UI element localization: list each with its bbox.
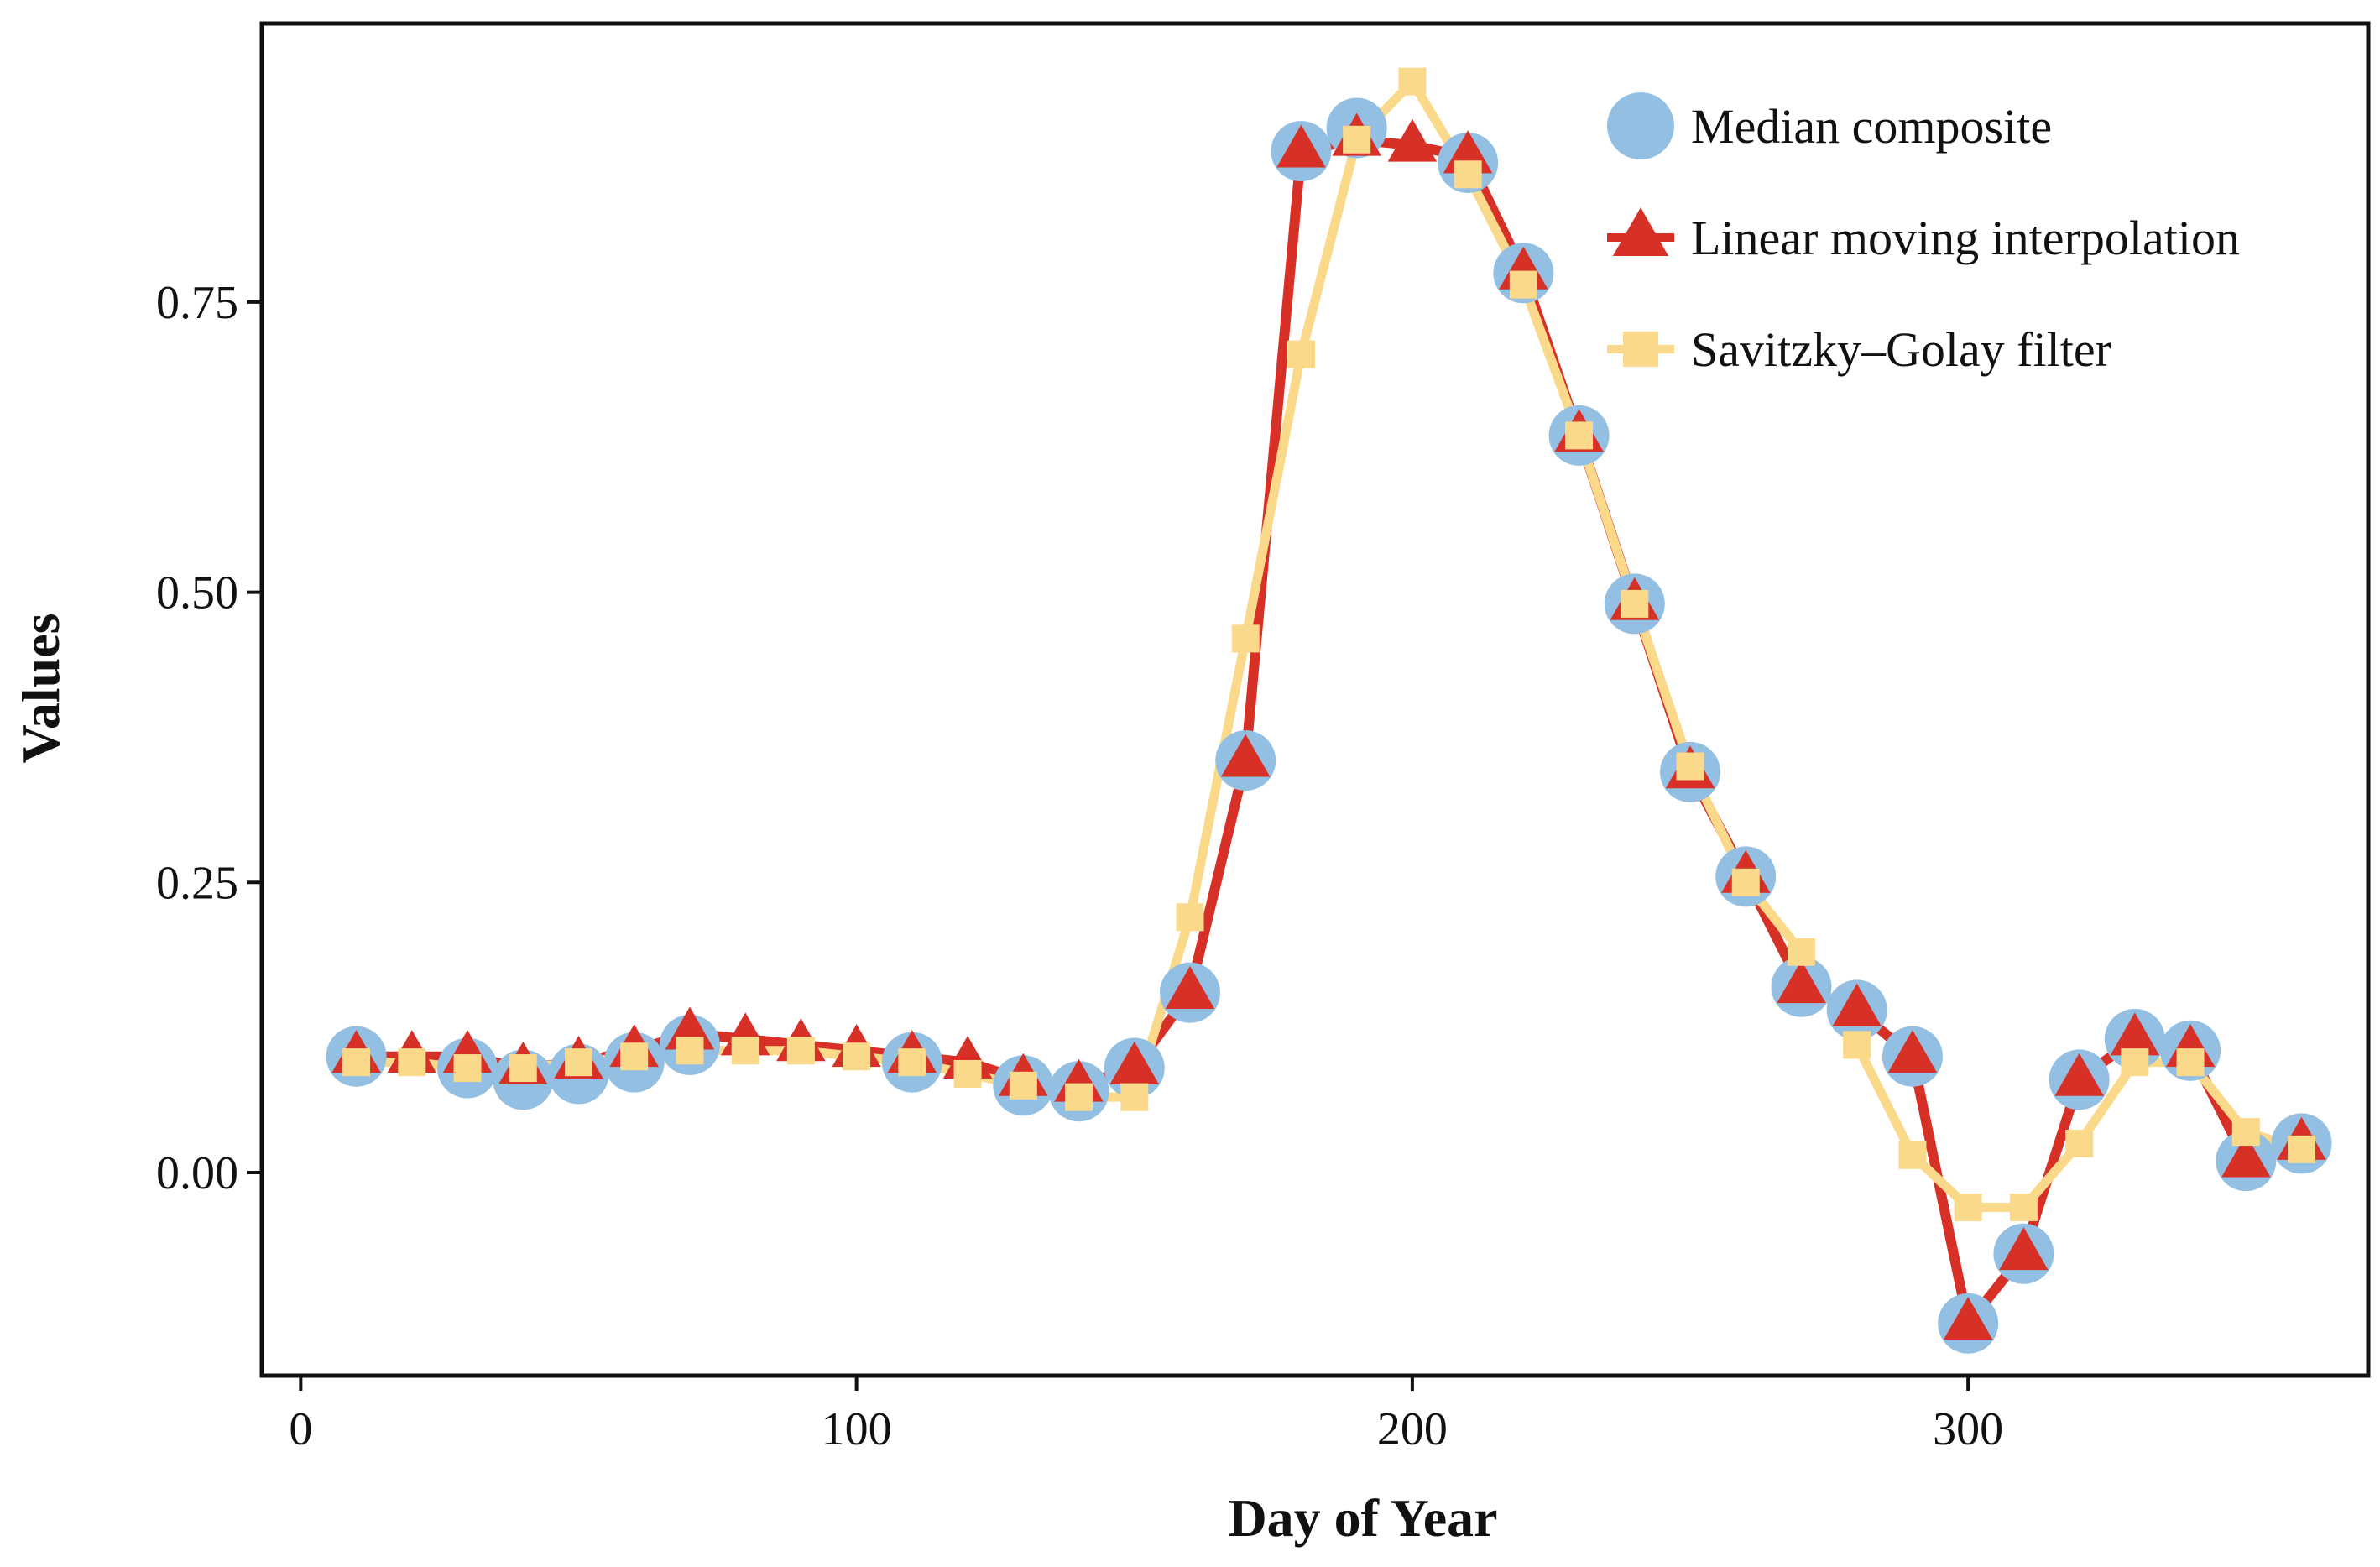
legend-item-triangle: Linear moving interpolation xyxy=(1607,207,2240,265)
plot-frame xyxy=(259,21,2371,1378)
data-point-square xyxy=(2288,1135,2316,1163)
data-point-square xyxy=(1120,1083,1149,1111)
data-point-square xyxy=(843,1042,871,1071)
data-point-triangle xyxy=(1220,734,1271,777)
data-point-triangle xyxy=(1276,124,1326,168)
legend: Median composite Linear moving interpolat… xyxy=(1607,92,2240,377)
data-point-square xyxy=(2009,1193,2038,1221)
x-tick-label: 100 xyxy=(822,1403,892,1455)
x-axis: 0 100 200 300 xyxy=(289,1376,2003,1455)
x-tick-label: 200 xyxy=(1377,1403,1448,1455)
legend-item-circle: Median composite xyxy=(1607,92,2052,159)
data-point-triangle xyxy=(2221,1134,2271,1178)
x-axis-title: Day of Year xyxy=(1228,1488,1497,1548)
data-point-square xyxy=(953,1059,982,1088)
data-point-square xyxy=(1731,868,1760,896)
data-point-square xyxy=(1843,1031,1871,1059)
data-point-square xyxy=(1621,589,1649,618)
data-point-square xyxy=(453,1054,482,1083)
data-point-square xyxy=(1787,938,1815,966)
data-point-square xyxy=(676,1037,704,1065)
data-point-square xyxy=(1287,340,1315,368)
data-point-triangle xyxy=(1832,983,1882,1026)
data-point-square xyxy=(1065,1083,1093,1111)
y-axis-title: Values xyxy=(11,613,70,763)
y-axis: 0.00 0.25 0.50 0.75 xyxy=(156,277,262,1199)
legend-swatch-square xyxy=(1623,332,1658,367)
data-point-square xyxy=(731,1037,759,1065)
data-point-square xyxy=(1343,125,1371,154)
data-point-square xyxy=(1898,1141,1927,1169)
data-point-square xyxy=(509,1054,537,1083)
data-point-square xyxy=(1954,1193,1982,1221)
data-point-square xyxy=(1509,270,1537,299)
data-point-triangle xyxy=(1165,966,1215,1010)
data-point-square xyxy=(1231,624,1260,653)
series-markers xyxy=(326,67,2332,1354)
data-point-triangle xyxy=(1387,118,1438,162)
data-point-square xyxy=(398,1048,426,1077)
data-point-square xyxy=(1176,903,1204,932)
legend-label: Median composite xyxy=(1691,99,2052,154)
data-point-square xyxy=(786,1037,815,1065)
data-point-triangle xyxy=(1999,1227,2049,1271)
legend-swatch-circle xyxy=(1607,92,1674,159)
data-point-square xyxy=(1676,752,1704,781)
legend-swatch-triangle xyxy=(1612,207,1669,256)
y-tick-label: 0.50 xyxy=(156,567,238,619)
data-point-triangle xyxy=(1109,1041,1160,1084)
data-point-square xyxy=(1565,421,1594,450)
x-tick-label: 300 xyxy=(1933,1403,2003,1455)
data-point-square xyxy=(2065,1129,2094,1157)
series-square-points xyxy=(342,67,2316,1221)
legend-label: Linear moving interpolation xyxy=(1691,211,2240,265)
data-point-square xyxy=(2176,1048,2205,1077)
data-point-square xyxy=(1454,160,1482,189)
data-point-square xyxy=(620,1042,649,1071)
data-point-square xyxy=(1009,1071,1037,1100)
data-point-square xyxy=(2121,1048,2149,1077)
legend-item-square: Savitzky–Golay filter xyxy=(1607,322,2111,377)
y-tick-label: 0.00 xyxy=(156,1147,238,1199)
data-point-triangle xyxy=(2054,1053,2104,1096)
data-point-triangle xyxy=(1777,960,1826,1004)
x-tick-label: 0 xyxy=(289,1403,312,1455)
data-point-triangle xyxy=(1943,1297,1993,1340)
data-point-square xyxy=(2231,1118,2260,1147)
data-point-triangle xyxy=(2110,1012,2160,1056)
data-point-square xyxy=(898,1048,926,1077)
y-tick-label: 0.25 xyxy=(156,857,238,909)
legend-label: Savitzky–Golay filter xyxy=(1691,322,2111,377)
data-point-square xyxy=(342,1048,371,1077)
y-tick-label: 0.75 xyxy=(156,277,238,329)
data-point-square xyxy=(1398,67,1427,96)
data-point-square xyxy=(564,1048,592,1077)
data-point-triangle xyxy=(1887,1030,1938,1073)
